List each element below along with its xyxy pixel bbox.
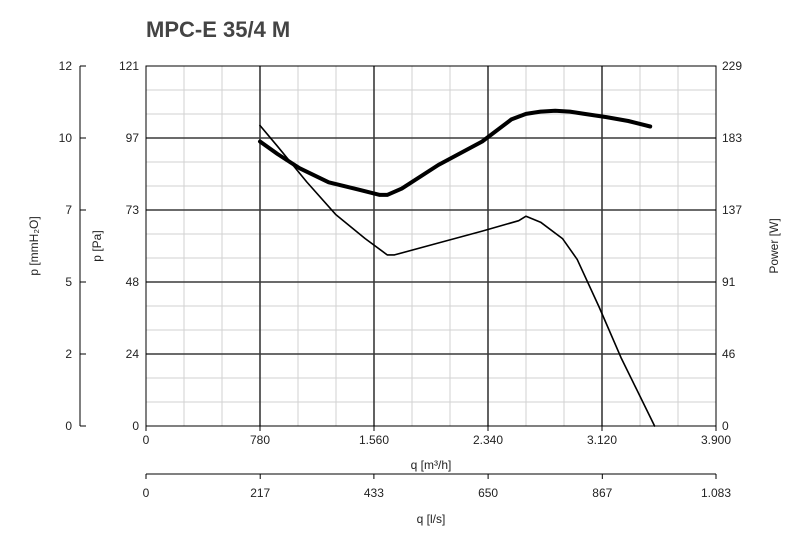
power-tick-label: 137 bbox=[722, 203, 742, 217]
minor-grid bbox=[146, 66, 716, 426]
pa-tick-label: 24 bbox=[126, 347, 140, 361]
x1-tick-label: 1.560 bbox=[359, 433, 389, 447]
x2-tick-label: 433 bbox=[364, 486, 384, 500]
x1-tick-label: 780 bbox=[250, 433, 270, 447]
mmh2o-axis-title: p [mmH₂O] bbox=[27, 216, 41, 275]
x2-axis-title: q [l/s] bbox=[417, 512, 446, 526]
x2-tick-label: 650 bbox=[478, 486, 498, 500]
series-layer bbox=[258, 108, 656, 427]
pa-tick-label: 48 bbox=[126, 275, 140, 289]
mmh2o-tick-label: 10 bbox=[59, 131, 73, 145]
x1-tick-label: 3.120 bbox=[587, 433, 617, 447]
power-tick-label: 91 bbox=[722, 275, 736, 289]
plot-frame bbox=[145, 65, 717, 427]
x2-tick-label: 217 bbox=[250, 486, 270, 500]
chart-title: MPC-E 35/4 M bbox=[146, 17, 290, 42]
power-tick-label: 183 bbox=[722, 131, 742, 145]
power-tick-label: 229 bbox=[722, 59, 742, 73]
mmh2o-tick-label: 7 bbox=[65, 203, 72, 217]
mmh2o-tick-label: 0 bbox=[65, 419, 72, 433]
pa-tick-label: 73 bbox=[126, 203, 140, 217]
x2-tick-label: 0 bbox=[143, 486, 150, 500]
x1-axis-title: q [m³/h] bbox=[411, 458, 452, 472]
pa-axis-title: p [Pa] bbox=[90, 230, 104, 261]
power-axis-title: Power [W] bbox=[767, 218, 781, 273]
pa-tick-label: 0 bbox=[132, 419, 139, 433]
series-line-pressure bbox=[259, 124, 656, 427]
pa-tick-label: 121 bbox=[119, 59, 139, 73]
series-line-power bbox=[258, 108, 653, 197]
x2-tick-label: 867 bbox=[592, 486, 612, 500]
power-tick-label: 46 bbox=[722, 347, 736, 361]
x2-tick-label: 1.083 bbox=[701, 486, 731, 500]
mmh2o-tick-label: 5 bbox=[65, 275, 72, 289]
pa-tick-label: 97 bbox=[126, 131, 140, 145]
mmh2o-tick-label: 2 bbox=[65, 347, 72, 361]
power-tick-label: 0 bbox=[722, 419, 729, 433]
x1-tick-label: 3.900 bbox=[701, 433, 731, 447]
mmh2o-tick-label: 12 bbox=[59, 59, 73, 73]
x1-tick-label: 2.340 bbox=[473, 433, 503, 447]
x1-tick-label: 0 bbox=[143, 433, 150, 447]
